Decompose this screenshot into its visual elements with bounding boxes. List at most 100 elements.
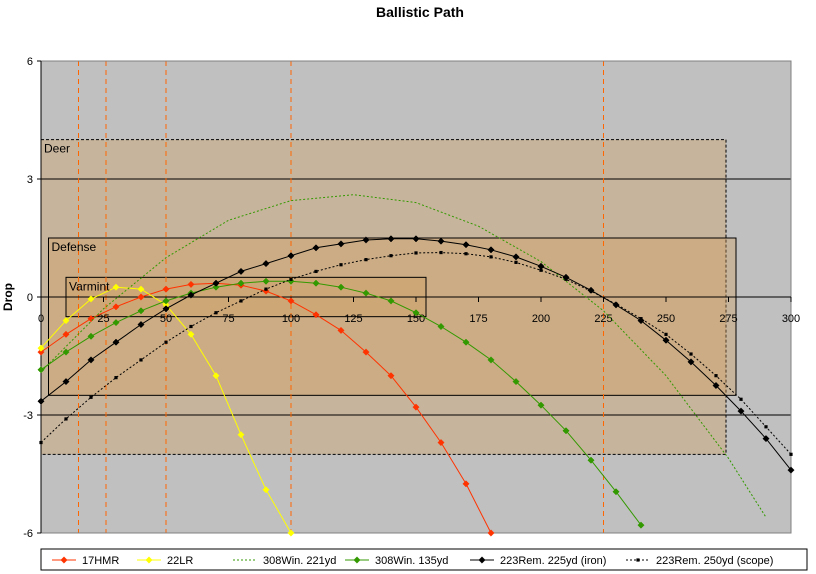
data-point [337,326,345,334]
data-point [212,372,220,380]
data-point [312,279,320,287]
data-point [39,440,43,445]
data-point [739,397,743,401]
data-point [614,302,618,306]
y-axis-label: Drop [1,283,15,311]
data-point [162,297,170,305]
data-point [137,307,145,315]
data-point [239,299,243,303]
data-point [237,279,245,287]
data-point [489,255,493,259]
data-point [262,486,270,494]
series-3 [40,194,767,518]
data-point [187,330,195,338]
data-point [237,267,245,275]
zone-label-deer: Deer [44,142,70,156]
data-point [112,319,120,327]
legend: 17HMR 22LR 308Win. 221yd 308Win. 135yd 223Re… [40,548,808,571]
x-tick-label-175: 175 [469,313,487,325]
data-point [89,395,93,399]
data-point [562,427,570,435]
legend-label-2: 22LR [167,555,193,567]
x-tick-label-100: 100 [282,313,300,325]
data-point [462,480,470,488]
data-point [264,287,268,291]
data-point [387,235,395,243]
data-point [437,237,445,245]
data-point [37,366,45,374]
data-point [137,285,145,293]
data-point [287,252,295,260]
data-point [714,374,718,378]
data-point [62,378,70,386]
data-point [37,397,45,405]
data-point [287,297,295,305]
data-point [789,452,793,456]
x-tick-label-0: 0 [38,313,44,325]
data-point [587,456,595,464]
data-point [262,277,270,285]
data-point [87,356,95,364]
data-point [362,289,370,297]
data-point [389,254,393,258]
data-point [62,317,70,325]
legend-label-1: 17HMR [82,555,119,567]
data-point [237,431,245,439]
data-point [62,330,70,338]
data-point [487,246,495,254]
data-point [512,253,520,261]
data-point [462,338,470,346]
data-point [87,332,95,340]
x-tick-label-275: 275 [719,313,737,325]
series-2 [37,283,295,537]
y-tick-label-0: 0 [27,292,33,304]
data-point [87,295,95,303]
data-point [162,305,170,313]
y-tick-label--6: -6 [23,528,33,540]
data-point [387,297,395,305]
x-tick-label-250: 250 [657,313,675,325]
data-point [514,260,518,264]
data-point [112,303,120,311]
data-point [512,378,520,386]
legend-swatch-marker-6 [636,558,640,562]
x-tick-label-25: 25 [97,313,109,325]
x-tick-label-200: 200 [532,313,550,325]
x-tick-label-225: 225 [594,313,612,325]
y-tick-label-3: 3 [27,174,33,186]
data-point [289,277,293,281]
axes: 0 25 50 75 100 125 150 175 200 225 250 275 300 -6 -3 0 3… [23,56,800,540]
legend-swatch-marker-1 [60,556,68,564]
data-point [762,435,770,443]
data-point [114,376,118,380]
data-point [214,311,218,315]
data-point [262,260,270,268]
series-group [37,194,795,537]
data-point [637,521,645,529]
data-point [137,320,145,329]
data-point [412,309,420,317]
data-point [589,289,593,293]
zone-label-defense: Defense [52,240,97,254]
zone-label-varmint: Varmint [69,279,110,293]
data-point [112,338,120,346]
data-point [212,283,220,291]
data-point [612,488,620,496]
data-point [687,358,695,366]
series-6 [39,250,793,456]
data-point [487,529,495,537]
data-point [437,438,445,447]
data-point [539,268,543,272]
legend-swatch-marker-5 [478,556,486,564]
legend-swatch-marker-4 [353,556,361,564]
legend-swatch-marker-2 [145,556,153,564]
data-point [37,344,45,352]
data-point [737,407,745,415]
data-point [287,529,295,537]
series-line-3 [40,194,767,518]
x-tick-label-150: 150 [407,313,425,325]
legend-box [40,548,808,571]
data-point [362,236,370,244]
data-point [164,340,168,344]
series-5 [37,235,795,474]
